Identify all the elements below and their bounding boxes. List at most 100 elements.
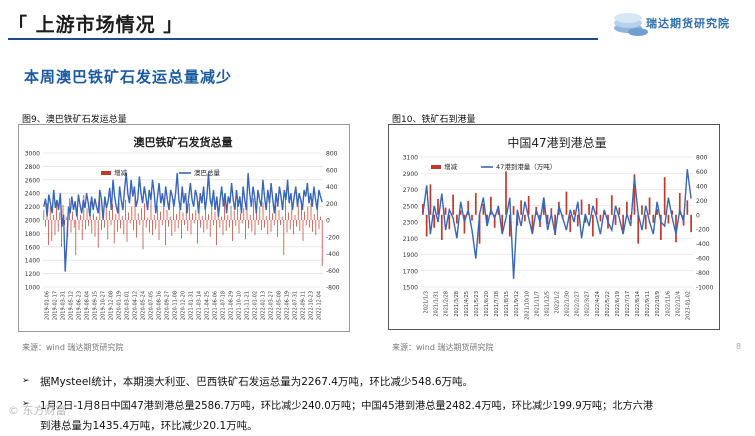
bar-mark <box>471 214 473 221</box>
bar-mark <box>64 220 65 226</box>
bar-mark <box>205 204 206 220</box>
chart-ship-volume-svg: 澳巴铁矿石发货总量1000120014001600180020002200240… <box>25 135 340 320</box>
bar-mark <box>113 220 115 244</box>
x-tick-label: 2021-10-10 <box>237 291 243 320</box>
bar-mark <box>678 193 681 215</box>
bar-mark <box>157 205 158 220</box>
bar-mark <box>663 177 666 215</box>
y-right-tick-label: 200 <box>326 201 338 208</box>
x-tick-label: 2021/6/20 <box>484 291 490 317</box>
bar-mark <box>193 220 195 224</box>
y-right-tick-label: 400 <box>326 184 338 191</box>
x-tick-label: 2022/12/4 <box>675 291 681 317</box>
x-tick-label: 2021/3/28 <box>454 291 460 317</box>
x-tick-label: 2022-06-19 <box>285 291 291 320</box>
x-tick-label: 2022/11/6 <box>665 291 671 317</box>
bar-mark <box>599 214 602 222</box>
bar-mark <box>155 220 157 230</box>
bar-mark <box>43 209 45 220</box>
bar-mark <box>61 220 62 247</box>
bar-mark <box>59 212 61 220</box>
bar-mark <box>216 220 217 246</box>
bar-mark <box>240 213 241 220</box>
bar-mark <box>269 200 270 220</box>
bar-mark <box>437 198 439 215</box>
x-tick-label: 2022/7/17 <box>625 291 631 317</box>
bar-mark <box>245 220 246 240</box>
figure-10-caption: 图10、铁矿石到港量 <box>392 115 476 125</box>
y-right-tick-label: -600 <box>696 256 710 263</box>
series-line <box>422 169 692 279</box>
bar-mark <box>153 214 155 220</box>
x-tick-label: 2021-08-29 <box>229 291 235 320</box>
x-tick-label: 2021/8/15 <box>504 291 510 317</box>
bar-mark <box>444 207 447 215</box>
brand-logo <box>598 6 750 40</box>
bar-mark <box>259 206 261 220</box>
y-right-tick-label: 800 <box>326 151 338 158</box>
chart-title: 澳巴铁矿石发货总量 <box>134 135 233 149</box>
bar-mark <box>531 214 534 230</box>
x-tick-label: 2019-09-15 <box>93 291 99 320</box>
bar-mark <box>85 220 86 230</box>
bar-mark <box>463 214 466 234</box>
bar-mark <box>150 196 152 220</box>
bar-mark <box>565 191 568 215</box>
bar-mark <box>253 198 254 220</box>
x-tick-label: 2020-05-24 <box>141 291 147 320</box>
brand-name: 瑞达期货研究院 <box>646 17 730 30</box>
bar-mark <box>297 204 299 220</box>
y-left-tick-label: 3100 <box>403 155 418 162</box>
bar-mark <box>285 194 286 220</box>
bar-mark <box>209 220 211 237</box>
x-tick-label: 2021/4/25 <box>464 291 470 317</box>
bar-mark <box>206 220 208 230</box>
page-title: 「 上游市场情况 」 <box>8 14 184 36</box>
legend-swatch-bars <box>431 165 441 169</box>
bar-mark <box>261 220 262 231</box>
x-tick-label: 2021/1/31 <box>434 291 440 317</box>
bar-mark <box>281 216 283 220</box>
bar-mark <box>246 204 248 220</box>
bar-mark <box>588 203 590 215</box>
bar-mark <box>238 220 240 234</box>
x-tick-label: 2021/2/28 <box>444 291 450 317</box>
bar-mark <box>546 214 549 225</box>
bar-mark <box>671 210 674 215</box>
bar-mark <box>105 207 107 220</box>
bar-mark <box>192 213 193 220</box>
bar-mark <box>203 220 205 233</box>
bar-mark <box>115 214 117 220</box>
bar-mark <box>429 184 432 215</box>
x-tick-label: 2022/5/22 <box>605 291 611 317</box>
bar-mark <box>117 220 118 232</box>
y-left-tick-label: 1200 <box>25 271 40 278</box>
bar-mark <box>501 214 504 231</box>
bullet-text-3: 到港总量为1435.4万吨，环比减少20.1万吨。 <box>40 420 258 432</box>
y-right-tick-label: -1000 <box>696 285 714 292</box>
y-left-tick-label: 2400 <box>25 191 40 198</box>
bar-mark <box>184 220 185 226</box>
figure-9-source: 来源：wind 瑞达期货研究院 <box>22 343 124 352</box>
series-line <box>43 173 323 272</box>
y-left-tick-label: 2900 <box>403 171 418 178</box>
bar-mark <box>637 214 640 244</box>
x-tick-label: 2022/8/14 <box>635 291 641 317</box>
header-divider <box>8 38 598 40</box>
y-right-tick-label: 400 <box>696 183 708 190</box>
bar-mark <box>675 214 677 243</box>
y-right-tick-label: 0 <box>326 218 330 225</box>
bar-mark <box>302 220 304 241</box>
bar-mark <box>291 201 293 220</box>
bar-mark <box>110 220 112 226</box>
bar-mark <box>478 214 481 244</box>
y-right-tick-label: 800 <box>696 155 708 162</box>
bar-mark <box>131 206 133 220</box>
bar-mark <box>554 214 556 235</box>
y-right-tick-label: 200 <box>696 198 708 205</box>
bar-mark <box>45 220 46 227</box>
legend-swatch-bars <box>101 171 111 175</box>
bar-mark <box>81 220 83 241</box>
bar-mark <box>595 198 598 215</box>
bar-mark <box>83 194 85 220</box>
